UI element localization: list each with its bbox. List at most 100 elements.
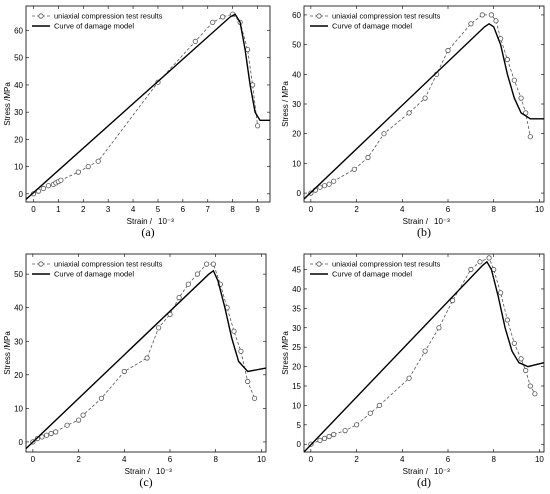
legend-test-marker	[316, 13, 322, 19]
y-tick-label: 40	[14, 81, 23, 90]
y-tick-label: 30	[292, 324, 301, 333]
chart-panel: 0 1 2 3 4 5 6 7 8 9 0 10 20 30 40 50 60 Stress /MPa Strain…	[3, 5, 271, 239]
test-data-point	[58, 177, 64, 183]
test-data-point	[406, 110, 412, 116]
plot-frame	[25, 253, 267, 453]
test-data-point	[64, 422, 70, 428]
y-axis-title: Stress / MPa	[281, 81, 290, 127]
test-data-point	[342, 427, 348, 434]
y-tick-label: 0	[297, 189, 302, 198]
test-data-point	[488, 12, 494, 18]
test-data-point	[321, 183, 328, 189]
y-tick-label: 30	[14, 108, 23, 117]
legend-model-label: Curve of damage model	[332, 22, 412, 31]
test-data-point	[497, 290, 504, 296]
model-curve	[26, 269, 266, 450]
y-tick-label: 50	[292, 41, 301, 50]
test-data-point	[76, 417, 82, 423]
y-tick-label: 15	[292, 382, 301, 391]
test-data-point	[331, 178, 337, 184]
test-results-line	[310, 14, 531, 194]
y-tick-label: 10	[14, 163, 23, 172]
test-data-point	[238, 348, 244, 354]
test-data-point	[252, 395, 258, 401]
x-tick-label: 4	[400, 455, 405, 464]
test-data-point	[40, 185, 47, 191]
x-tick-label: 0	[309, 205, 314, 214]
x-tick-label: 8	[491, 205, 496, 214]
legend-model-label: Curve of damage model	[54, 270, 134, 279]
y-axis-title: Stress /MPa	[3, 331, 12, 375]
test-results-line	[33, 13, 258, 195]
y-tick-label: 10	[292, 159, 301, 168]
plot-frame	[303, 5, 545, 203]
test-data-point	[245, 46, 251, 53]
test-data-point	[504, 317, 510, 323]
chart-panel: 0 2 4 6 8 10 0 5 10 15 20 25 30 35 40 45 Stress /MPa Stra…	[281, 253, 545, 489]
x-axis-title: Strain /	[403, 217, 429, 226]
y-tick-label: 50	[14, 270, 23, 279]
test-data-point	[436, 325, 442, 331]
x-tick-label: 10	[535, 455, 544, 464]
plot-frame	[303, 253, 545, 453]
x-tick-label: 0	[31, 455, 36, 464]
test-data-point	[220, 14, 226, 20]
legend-model-label: Curve of damage model	[54, 22, 134, 31]
x-axis-unit: 10⁻³	[156, 467, 172, 476]
test-data-point	[326, 181, 332, 187]
test-data-point	[518, 95, 524, 101]
x-axis-title: Strain /	[403, 467, 429, 476]
legend-test-label: uniaxial compression test results	[54, 260, 163, 269]
legend-test-label: uniaxial compression test results	[332, 260, 441, 269]
test-data-point	[210, 261, 216, 267]
test-data-point	[210, 19, 216, 25]
x-tick-label: 0	[31, 205, 36, 214]
y-tick-label: 30	[14, 337, 23, 346]
y-tick-label: 25	[292, 343, 301, 352]
y-tick-label: 60	[292, 11, 301, 20]
y-tick-label: 0	[297, 440, 302, 449]
y-tick-label: 20	[292, 130, 301, 139]
test-data-point	[422, 348, 428, 354]
y-tick-label: 30	[292, 100, 301, 109]
test-data-point	[351, 166, 357, 172]
test-data-point	[468, 21, 474, 27]
y-tick-label: 0	[19, 190, 24, 199]
chart-panel: 0 2 4 6 8 10 0 10 20 30 40 50 60 Stress / MPa Strain /…	[281, 5, 545, 239]
legend-test-marker	[38, 13, 44, 19]
y-tick-label: 20	[292, 363, 301, 372]
y-tick-label: 35	[292, 304, 301, 313]
x-tick-label: 4	[400, 205, 405, 214]
test-data-point	[321, 435, 328, 441]
test-data-point	[121, 368, 127, 375]
test-data-point	[406, 375, 412, 381]
legend-test-label: uniaxial compression test results	[332, 12, 441, 21]
test-data-point	[449, 297, 456, 304]
y-tick-label: 50	[14, 54, 23, 63]
test-data-point	[156, 325, 162, 331]
legend-test-label: uniaxial compression test results	[54, 12, 163, 21]
y-tick-label: 20	[14, 371, 23, 380]
legend-test-marker	[316, 261, 322, 267]
test-data-point	[176, 294, 182, 301]
panel-caption: (b)	[417, 225, 431, 239]
y-tick-label: 10	[292, 401, 301, 410]
test-data-point	[192, 38, 198, 45]
test-data-point	[367, 410, 373, 416]
test-data-point	[479, 12, 485, 18]
test-data-point	[445, 47, 451, 54]
test-data-point	[98, 395, 105, 401]
panel-caption: (a)	[141, 225, 154, 239]
test-data-point	[255, 123, 261, 129]
test-data-point	[204, 261, 210, 267]
test-data-point	[185, 281, 191, 287]
x-tick-label: 7	[206, 205, 211, 214]
legend-model-label: Curve of damage model	[332, 270, 412, 279]
x-tick-label: 2	[354, 205, 359, 214]
test-data-point	[144, 355, 150, 361]
x-tick-label: 3	[106, 205, 111, 214]
x-tick-label: 2	[354, 455, 359, 464]
test-data-point	[532, 391, 538, 397]
chart-panel: 0 2 4 6 8 10 0 10 20 30 40 50 Stress /MPa Strain / 10⁻…	[3, 253, 267, 489]
plot-frame	[25, 5, 271, 203]
